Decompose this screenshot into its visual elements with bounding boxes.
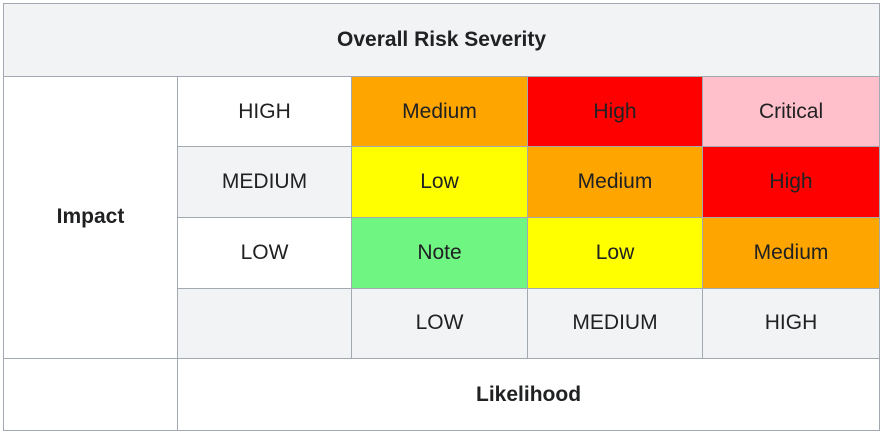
severity-cell: Note	[351, 216, 528, 289]
severity-cell: Critical	[701, 75, 881, 148]
severity-cell: High	[527, 75, 703, 148]
impact-axis-label: Impact	[3, 75, 178, 360]
risk-matrix-table: Overall Risk Severity Impact HIGH Medium…	[2, 3, 881, 431]
impact-level-low: LOW	[177, 216, 352, 289]
likelihood-axis-label: Likelihood	[176, 358, 881, 431]
severity-cell: Medium	[701, 216, 881, 289]
severity-cell: Medium	[351, 75, 528, 148]
impact-level-medium: MEDIUM	[177, 146, 352, 218]
severity-cell: High	[701, 146, 881, 218]
severity-cell: Medium	[527, 146, 703, 218]
empty-corner-cell	[177, 287, 352, 360]
impact-level-high: HIGH	[177, 75, 352, 148]
likelihood-level-low: LOW	[351, 287, 528, 360]
table-title: Overall Risk Severity	[2, 3, 881, 77]
severity-cell: Low	[351, 146, 528, 218]
severity-cell: Low	[527, 216, 703, 289]
likelihood-level-medium: MEDIUM	[527, 287, 703, 360]
empty-bottom-left-cell	[3, 358, 178, 431]
likelihood-level-high: HIGH	[701, 287, 881, 360]
